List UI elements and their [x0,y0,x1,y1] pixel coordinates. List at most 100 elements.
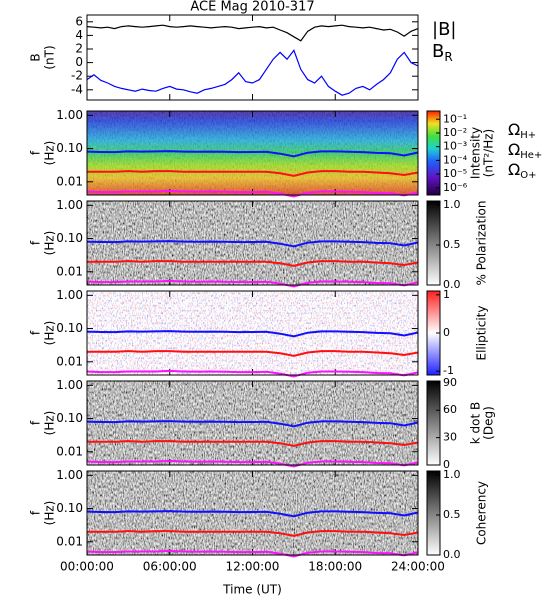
plot-frame [86,200,419,286]
colorbar-tick-label: 0 [443,326,450,339]
y-tick-label: 1.00 [56,378,83,392]
y-axis-label: B [29,53,43,61]
colorbar-tick-label: 0.5 [443,238,461,251]
colorbar-label: % Polarization [475,201,489,286]
colorbar [426,110,441,196]
legend-label: ΩH+ [508,120,536,142]
plot-frame [86,110,419,196]
y-tick-label: 0.10 [56,141,83,155]
gyrofrequency-line [86,549,419,558]
colorbar-tick-label: 10⁻² [443,126,467,139]
y-axis-label: f [29,240,43,245]
y-tick-label: 1.00 [56,468,83,482]
colorbar-label: k dot B [469,402,483,444]
legend-name: Ω [508,140,520,159]
colorbar-label: (Deg) [482,406,496,440]
colorbar-tick-label: 1.0 [443,468,461,481]
colorbar-label: Intensity [469,127,483,179]
x-tick-label: 06:00:00 [143,560,197,574]
gyrofrequency-line [87,350,419,357]
colorbar-tick-label: 0 [443,458,450,471]
colorbar-tick-label: 60 [443,403,457,416]
legend-subscript: H+ [520,130,536,141]
gyrofrequency-line [86,420,419,428]
plot-frame [86,290,419,376]
y-tick-label: 0 [75,55,83,69]
x-tick-label: 24:00:00 [391,560,445,574]
y-tick-label: 0.01 [56,354,83,368]
gyrofrequency-line [86,279,419,288]
legend-name: B [432,41,444,62]
y-tick-label: 1.00 [56,198,83,212]
y-axis-label: f [29,420,43,425]
legend-label: |B| [432,19,456,40]
colorbar-tick-label: 0.0 [443,278,461,291]
y-tick-label: 0.01 [56,444,83,458]
y-axis-label: (nT) [43,45,57,69]
colorbar-tick-label: 90 [443,376,457,389]
x-axis-label: Time (UT) [222,583,282,597]
y-tick-label: 6 [75,14,83,28]
y-axis-label: (Hz) [43,321,57,346]
colorbar [426,470,441,556]
y-tick-label: 0.10 [56,321,83,335]
y-tick-label: 4 [75,28,83,42]
colorbar-label: Coherency [475,481,489,545]
colorbar-tick-label: 30 [443,431,457,444]
gyrofrequency-line [87,260,419,267]
gyrofrequency-line [87,530,419,537]
legend-name: |B| [432,19,456,40]
gyrofrequency-line [86,330,419,338]
gyrofrequency-line [87,170,419,177]
gyrofrequency-line [86,459,419,468]
x-tick-label: 18:00:00 [308,560,362,574]
y-tick-label: 2 [75,42,83,56]
gyrofrequency-line [86,189,419,198]
y-tick-label: 0.01 [56,174,83,188]
y-tick-label: -4 [71,82,83,96]
colorbar-tick-label: 10⁻¹ [443,112,467,125]
y-axis-label: (Hz) [43,231,57,256]
legend-label: ΩHe+ [508,140,542,162]
gyrofrequency-line [86,510,419,518]
plot-frame [86,14,419,101]
legend-subscript: He+ [520,150,542,161]
y-axis-label: (Hz) [43,501,57,526]
y-tick-label: 1.00 [56,288,83,302]
gyrofrequency-line [86,150,419,158]
y-tick-label: 0.10 [56,411,83,425]
y-tick-label: 0.01 [56,534,83,548]
plot-frame [86,380,419,466]
legend-name: Ω [508,120,520,139]
legend-subscript: O+ [520,170,536,181]
y-tick-label: -2 [71,69,83,83]
gyrofrequency-line [86,369,419,378]
gyrofrequency-line [86,240,419,248]
colorbar-tick-label: 10⁻³ [443,140,467,153]
colorbar-tick-label: 1 [443,288,450,301]
colorbar-tick-label: 10⁻⁶ [443,181,468,194]
colorbar [426,200,441,286]
legend-label: ΩO+ [508,160,536,182]
x-tick-label: 00:00:00 [60,560,114,574]
y-axis-label: f [29,510,43,515]
colorbar-tick-label: 1.0 [443,198,461,211]
y-tick-label: 1.00 [56,108,83,122]
colorbar-label: (nT²/Hz) [482,129,496,177]
gyrofrequency-line [87,440,419,447]
x-tick-label: 12:00:00 [226,560,280,574]
legend-label: BR [432,41,453,64]
chart-title: ACE Mag 2010-317 [190,0,314,15]
colorbar [426,380,441,466]
line-series [86,24,419,42]
colorbar-tick-label: 0.0 [443,548,461,561]
colorbar-tick-label: 10⁻⁴ [443,153,468,166]
colorbar-tick-label: 10⁻⁵ [443,167,467,180]
legend-name: Ω [508,160,520,179]
y-tick-label: 0.10 [56,231,83,245]
y-tick-label: 0.10 [56,501,83,515]
legend-subscript: R [444,50,452,64]
colorbar-label: Ellipticity [475,306,489,361]
y-axis-label: (Hz) [43,141,57,166]
